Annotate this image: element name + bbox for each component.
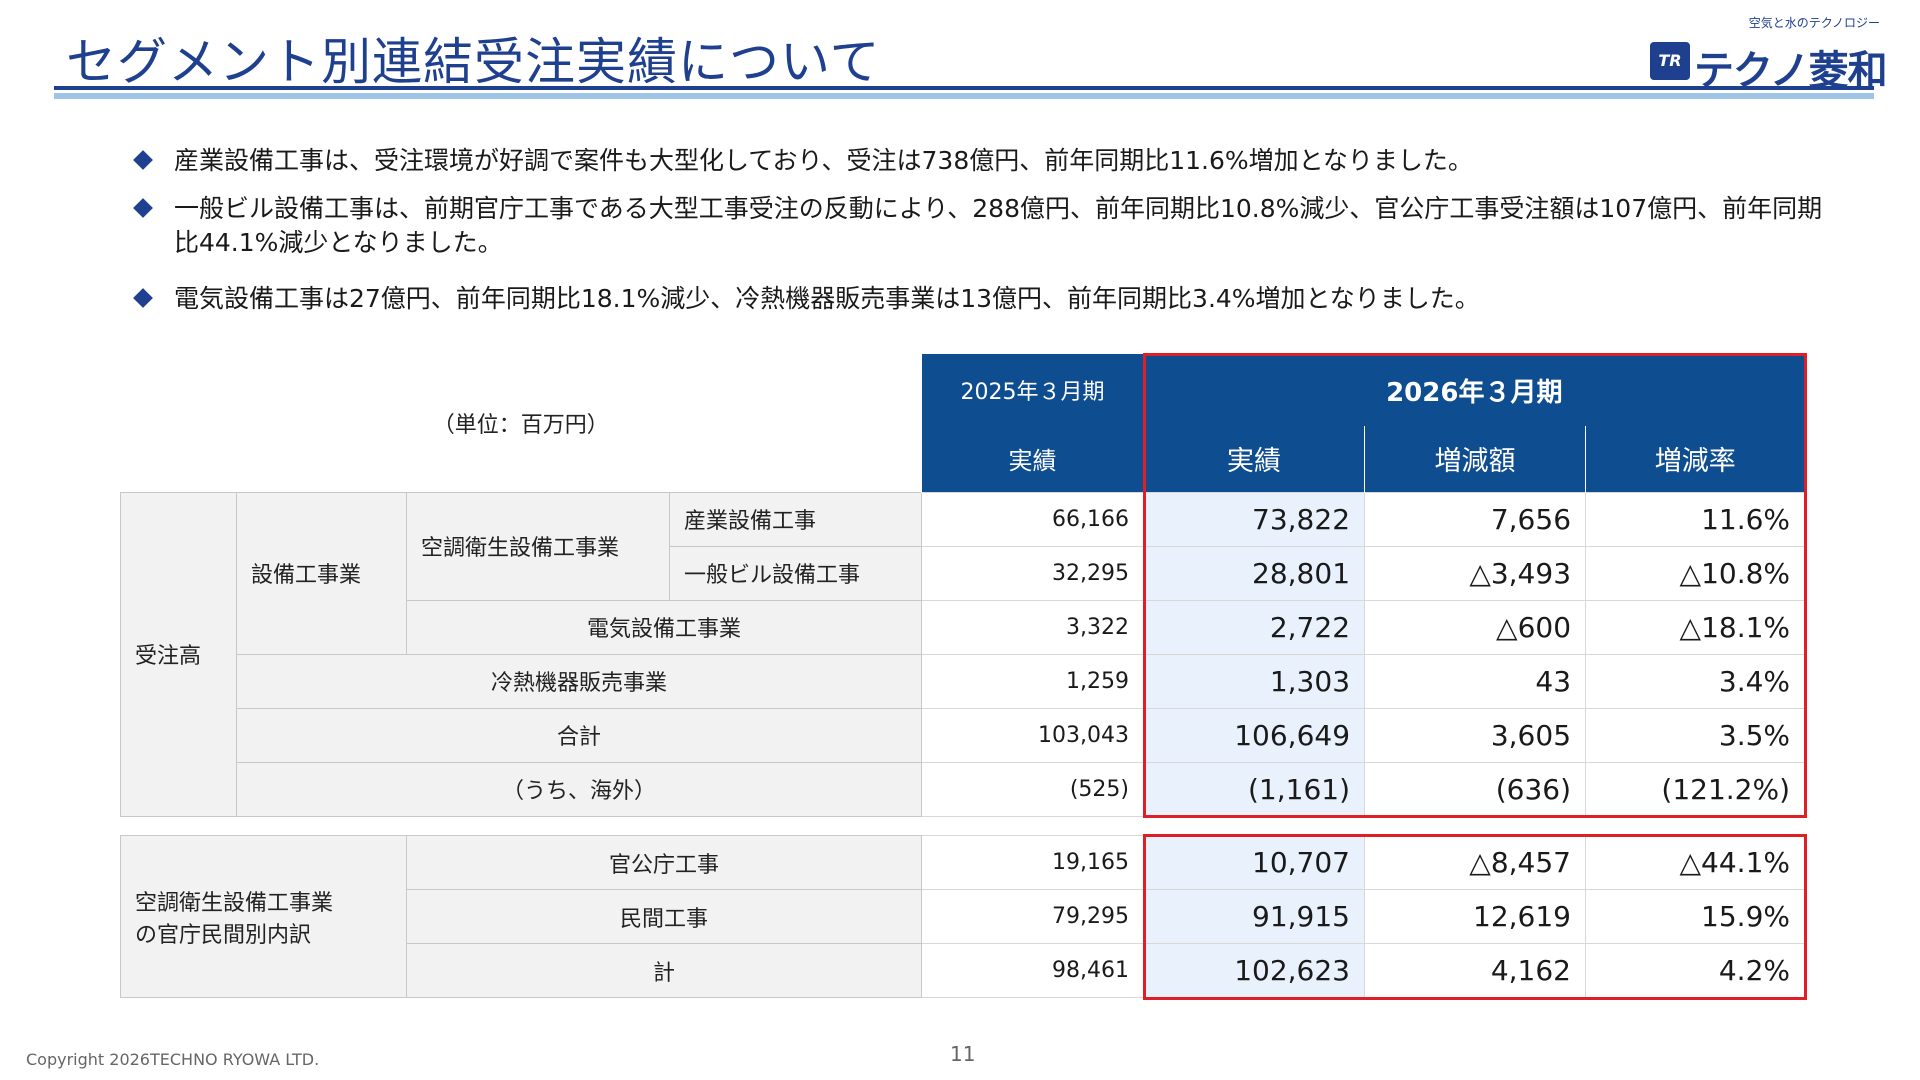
prev-value: 79,295 [921,889,1144,944]
bullet-text: 一般ビル設備工事は、前期官庁工事である大型工事受注の反動により、288億円、前年… [174,194,1823,257]
breakdown-table: 空調衛生設備工事業 の官庁民間別内訳 官公庁工事 19,165 10,707 △… [120,835,1805,998]
change-rate: △44.1% [1585,835,1805,890]
orders-table: （単位：百万円） 2025年３月期 2026年３月期 実績 実績 増減額 増減率… [120,354,1806,817]
change-amount: △8,457 [1364,835,1586,890]
table-row: 合計 103,043 106,649 3,605 3.5% [121,707,1806,763]
diamond-bullet-icon [133,288,153,308]
prev-value: (525) [921,761,1145,817]
change-amount: △3,493 [1364,545,1587,601]
group-label-orders: 受注高 [120,491,237,817]
table-row: 一般ビル設備工事 32,295 28,801 △3,493 △10.8% [121,545,1806,601]
change-amount: 4,162 [1364,943,1586,998]
change-rate: (121.2%) [1585,761,1806,817]
row-label: 電気設備工事業 [405,599,923,655]
prev-value: 3,322 [921,599,1145,655]
change-rate: △10.8% [1585,545,1806,601]
bullet-text: 産業設備工事は、受注環境が好調で案件も大型化しており、受注は738億円、前年同期… [174,146,1473,175]
table-row: 受注高 設備工事業 空調衛生設備工事業 産業設備工事 66,166 73,822… [120,491,1806,817]
logo-name: テクノ菱和 [1694,48,1888,94]
page-number: 11 [950,1042,976,1066]
unit-label: （単位：百万円） [120,354,922,492]
header-change-amount: 増減額 [1364,426,1586,492]
table-row: （うち、海外） (525) (1,161) (636) (121.2%) [121,761,1806,817]
row-label: 合計 [235,707,923,763]
cur-value: 10,707 [1143,835,1365,890]
logo-tagline: 空気と水のテクノロジー [1748,16,1880,30]
facility-label: 設備工事業 [236,491,407,655]
table-row: 空調衛生設備工事業 の官庁民間別内訳 官公庁工事 19,165 10,707 △… [120,835,1805,998]
change-amount: 3,605 [1364,707,1587,763]
table-row: 冷熱機器販売事業 1,259 1,303 43 3.4% [121,653,1806,709]
row-label: 民間工事 [406,889,922,944]
page-title: セグメント別連結受注実績について [66,33,881,91]
cur-value: 106,649 [1143,707,1366,763]
logo-mark-icon: TR [1650,42,1690,80]
change-amount: 43 [1364,653,1587,709]
diamond-bullet-icon [133,198,153,218]
copyright: Copyright 2026TECHNO RYOWA LTD. [26,1050,320,1069]
header-prev-period: 2025年３月期 [921,354,1144,426]
change-rate: △18.1% [1585,599,1806,655]
change-amount: (636) [1364,761,1587,817]
change-rate: 3.4% [1585,653,1806,709]
table-row: 計 98,461 102,623 4,162 4.2% [121,943,1805,998]
change-rate: 15.9% [1585,889,1805,944]
change-amount: 12,619 [1364,889,1586,944]
summary-bullets: 産業設備工事は、受注環境が好調で案件も大型化しており、受注は738億円、前年同期… [130,144,1830,330]
cur-value: 102,623 [1143,943,1365,998]
bullet-item: 電気設備工事は27億円、前年同期比18.1%減少、冷熱機器販売事業は13億円、前… [130,282,1830,316]
group-label-breakdown: 空調衛生設備工事業 の官庁民間別内訳 [120,835,407,998]
change-amount: 7,656 [1364,491,1587,547]
cur-value: 91,915 [1143,889,1365,944]
row-label: 産業設備工事 [668,491,923,547]
prev-value: 66,166 [921,491,1145,547]
cur-value: 73,822 [1143,491,1366,547]
prev-value: 32,295 [921,545,1145,601]
title-underline-accent [54,93,1874,99]
prev-value: 103,043 [921,707,1145,763]
bullet-item: 産業設備工事は、受注環境が好調で案件も大型化しており、受注は738億円、前年同期… [130,144,1830,178]
cur-value: 2,722 [1143,599,1366,655]
row-label: （うち、海外） [235,761,923,817]
diamond-bullet-icon [133,150,153,170]
bullet-item: 一般ビル設備工事は、前期官庁工事である大型工事受注の反動により、288億円、前年… [130,192,1830,260]
header-actual-cur: 実績 [1143,426,1365,492]
header-change-rate: 増減率 [1585,426,1805,492]
company-logo: 空気と水のテクノロジー TR テクノ菱和 [1640,14,1888,94]
row-label: 一般ビル設備工事 [668,545,923,601]
hvac-label: 空調衛生設備工事業 [406,491,670,601]
header-actual-prev: 実績 [921,426,1144,492]
change-rate: 3.5% [1585,707,1806,763]
group-label-line-1: 空調衛生設備工事業 [135,890,334,916]
group-label-line-2: の官庁民間別内訳 [135,922,312,948]
row-label: 計 [406,943,922,998]
row-label: 官公庁工事 [406,835,922,890]
row-label: 冷熱機器販売事業 [235,653,923,709]
cur-value: 28,801 [1143,545,1366,601]
table-row: 電気設備工事業 3,322 2,722 △600 △18.1% [121,599,1806,655]
title-underline [54,86,1874,90]
cur-value: (1,161) [1143,761,1366,817]
prev-value: 19,165 [921,835,1144,890]
bullet-text: 電気設備工事は27億円、前年同期比18.1%減少、冷熱機器販売事業は13億円、前… [174,284,1480,313]
change-amount: △600 [1364,599,1587,655]
change-rate: 4.2% [1585,943,1805,998]
change-rate: 11.6% [1585,491,1806,547]
prev-value: 98,461 [921,943,1144,998]
prev-value: 1,259 [921,653,1145,709]
header-cur-period: 2026年３月期 [1143,354,1805,426]
cur-value: 1,303 [1143,653,1366,709]
